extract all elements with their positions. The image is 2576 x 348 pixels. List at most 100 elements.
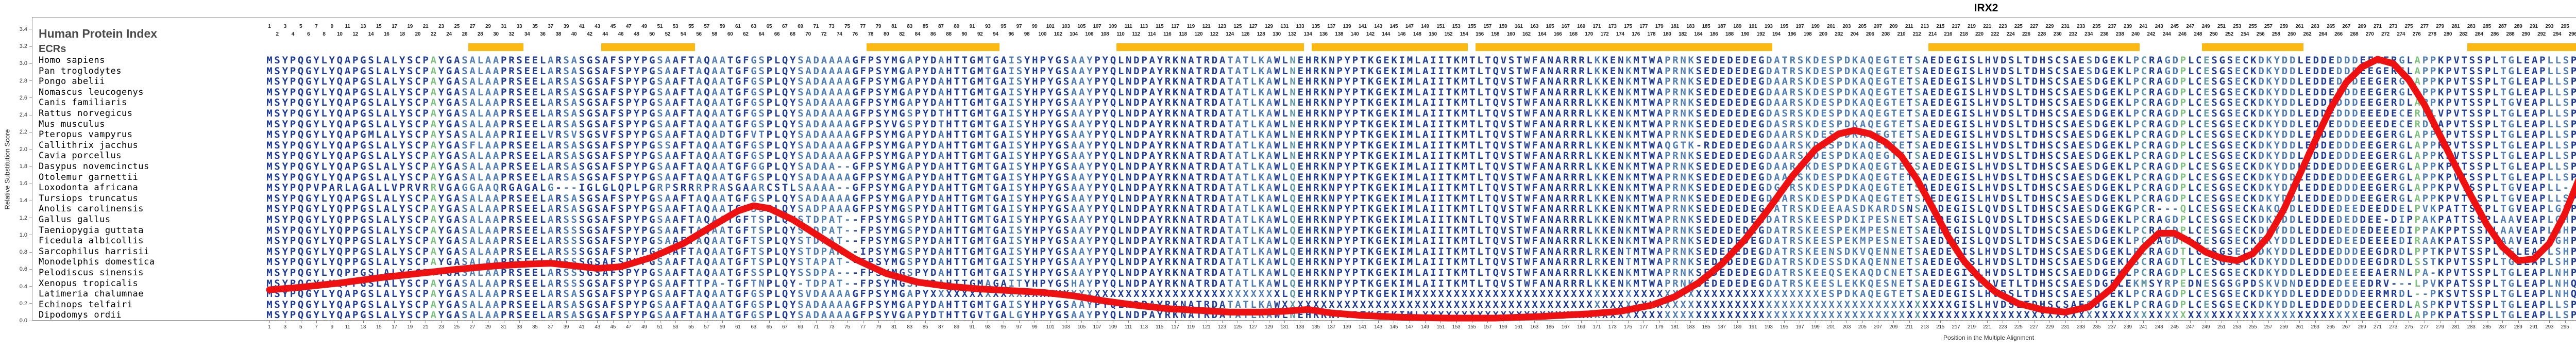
sequence-run: PD [2243,277,2259,289]
sequence-run: VT [751,129,767,141]
sequence-run: T [985,150,993,162]
top-position-number: 243 [2155,24,2163,29]
sequence-run: IS [1008,171,1024,183]
sequence-run: KPATSSPL [2438,235,2501,247]
sequence-run: TGF [727,214,751,225]
bottom-position-number: 15 [376,324,382,330]
sequence-row: MSYPQGYLYQAPGSLALYSCPAYGASALAAPRSEELARSA… [266,119,2576,130]
sequence-run: SS [563,235,579,247]
sequence-run: GA [993,171,1009,183]
sequence-run: WL [1274,245,1290,257]
sequence-run: LG [1008,309,1024,321]
sequence-row: MSYPQGYLYQAPGSLALYSCPAYGASALAAPRSEELARSA… [266,108,2576,119]
sequence-run: SA [657,277,673,289]
sequence-run: GD [2164,299,2180,310]
sequence-run: SA [657,108,673,119]
sequence-run: PYD [914,277,939,289]
x-tick-mark [1581,321,1582,323]
sequence-run: LEDDE [2297,139,2336,151]
sequence-run: K [1594,97,1602,109]
sequence-run: E [2234,192,2243,204]
top-position-number: 98 [1024,31,1030,37]
sequence-run: R [555,235,564,247]
sequence-run: AEDEGISLHVETLTDHSCSAE [1922,277,2087,289]
x-tick-mark [847,321,848,323]
sequence-run: MTWA [1633,108,1665,119]
top-position-number: 175 [1624,24,1632,29]
sequence-run: LEAP [2516,256,2548,268]
sequence-run: MSYPQGYLYQAPGSLALYSCP [266,108,431,119]
bottom-position-number: 53 [672,324,679,330]
sequence-run: TGF [727,245,751,257]
sequence-run: LEDDE [2297,214,2336,225]
sequence-run: E [2234,224,2243,236]
sequence-run: PYQLNDPAYRKNATRDA [1094,118,1228,130]
sequence-run: AFT [672,171,697,183]
sequence-run: SADAAAA [798,150,853,162]
top-position-number: 291 [2530,24,2538,29]
sequence-run: LGH [2547,235,2571,247]
top-position-number: 63 [751,24,756,29]
sequence-run: S [2133,256,2141,268]
sequence-run: LLS [2547,150,2571,162]
top-position-number: 83 [907,24,912,29]
sequence-run: N [1290,76,1298,88]
sequence-run: S [907,235,915,247]
species-row-label: Ficedula albicollis [39,236,144,246]
sequence-run: AA [711,55,727,66]
sequence-run: TGF [727,309,751,321]
sequence-run: E [2234,214,2243,225]
sequence-run: SGSAFSPYPG [579,267,657,278]
sequence-run: AA [711,245,727,257]
top-position-number: 196 [1788,31,1797,37]
sequence-run: K [1625,118,1634,130]
sequence-run: R [555,139,564,151]
y-tick-label: 2.0 [19,146,27,153]
sequence-run: MTWA [1633,150,1665,162]
sequence-run: A [430,108,438,119]
top-position-number: 77 [860,24,866,29]
sequence-run: LEAP [2516,161,2548,172]
sequence-run: DKYDD [2258,245,2298,257]
bottom-position-number: 111 [1124,324,1132,330]
sequence-run: D [2399,256,2407,268]
sequence-run: DDD [2336,299,2360,310]
sequence-run: R [1594,256,1602,268]
sequence-run: R [555,256,564,268]
top-position-number: 84 [914,31,921,37]
sequence-run: T [1907,129,1915,141]
sequence-run: S [907,108,915,119]
sequence-run: KEN [1602,139,1626,151]
sequence-run: S [2086,277,2094,289]
sequence-run: PYD [914,76,939,88]
sequence-run: EHRKNPYPTKGEKIMLXXXXXXXXXXXXXXXXXXXXXX [1297,309,1595,321]
sequence-run: MTWA [1633,161,1665,172]
sequence-run: DL [2422,108,2438,119]
sequence-run: PLQY [766,139,798,151]
bottom-position-number: 235 [2092,324,2101,330]
bottom-position-number: 127 [1249,324,1258,330]
sequence-run: D [2399,97,2407,109]
sequence-run: YHPYGS [1024,214,1071,225]
bottom-position-number: 149 [1421,324,1429,330]
sequence-run: DGELE [2094,277,2133,289]
sequence-run: GA [993,245,1009,257]
sequence-run: V [548,129,556,141]
sequence-run: P [2180,65,2188,77]
bottom-position-number: 255 [2248,324,2257,330]
sequence-run: AA [711,108,727,119]
sequence-run: TG [2500,267,2516,278]
sequence-run: CK [2243,256,2259,268]
x-tick-mark [1784,321,1785,323]
sequence-run: AAY [1071,267,1095,278]
sequence-run: T [1907,224,1915,236]
sequence-run: AFT [672,288,697,300]
sequence-run: -- [2164,203,2180,215]
sequence-run: PLQY [766,108,798,119]
sequence-run: A [938,235,946,247]
sequence-run: A [2414,150,2422,162]
sequence-run: AAY [1071,161,1095,172]
sequence-run: S [907,214,915,225]
sequence-run: WL [1274,118,1290,130]
sequence-run: SEDEDEDEG [1696,118,1767,130]
